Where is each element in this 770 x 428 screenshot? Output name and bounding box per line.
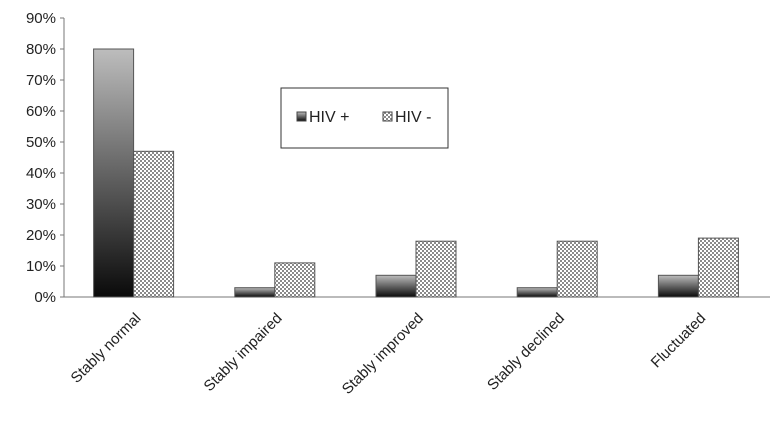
y-tick-label: 50% bbox=[26, 134, 56, 151]
bar-hiv-neg-stably-normal bbox=[133, 150, 175, 298]
y-tick-label: 80% bbox=[26, 41, 56, 58]
category-label: Stably normal bbox=[68, 310, 145, 387]
bar-hiv-pos-stably-improved bbox=[375, 274, 417, 298]
category-label: Stably improved bbox=[339, 310, 427, 398]
legend-swatch-hiv-pos bbox=[296, 111, 307, 122]
legend-label-hiv-neg: HIV - bbox=[395, 109, 431, 126]
bar-hiv-pos-stably-normal bbox=[93, 48, 135, 298]
legend-box bbox=[280, 87, 449, 149]
y-tick-label: 40% bbox=[26, 165, 56, 182]
y-tick-label: 70% bbox=[26, 72, 56, 89]
y-tick-label: 10% bbox=[26, 258, 56, 275]
y-tick-label: 0% bbox=[34, 289, 56, 306]
y-tick-label: 20% bbox=[26, 227, 56, 244]
bar-hiv-neg-stably-declined bbox=[556, 240, 598, 298]
bar-hiv-pos-stably-declined bbox=[516, 287, 558, 298]
legend-swatch-hiv-neg bbox=[382, 111, 393, 122]
bar-hiv-pos-stably-impaired bbox=[234, 287, 276, 298]
category-label: Stably declined bbox=[484, 310, 568, 394]
category-label: Fluctuated bbox=[648, 310, 710, 372]
bars bbox=[93, 48, 739, 298]
bar-hiv-pos-fluctuated bbox=[657, 274, 699, 298]
category-labels: Stably normal Stably impaired Stably impro… bbox=[68, 310, 710, 398]
legend-label-hiv-pos: HIV + bbox=[309, 109, 349, 126]
bar-hiv-neg-fluctuated bbox=[697, 237, 739, 298]
bar-hiv-neg-stably-impaired bbox=[274, 262, 316, 298]
y-tick-label: 30% bbox=[26, 196, 56, 213]
y-axis: 0% 10% 20% 30% 40% 50% 60% 70% 80% 90% bbox=[26, 10, 65, 306]
legend: HIV + HIV - bbox=[280, 87, 449, 149]
bar-hiv-neg-stably-improved bbox=[415, 240, 457, 298]
y-tick-label: 90% bbox=[26, 10, 56, 27]
category-label: Stably impaired bbox=[200, 310, 285, 395]
y-tick-label: 60% bbox=[26, 103, 56, 120]
